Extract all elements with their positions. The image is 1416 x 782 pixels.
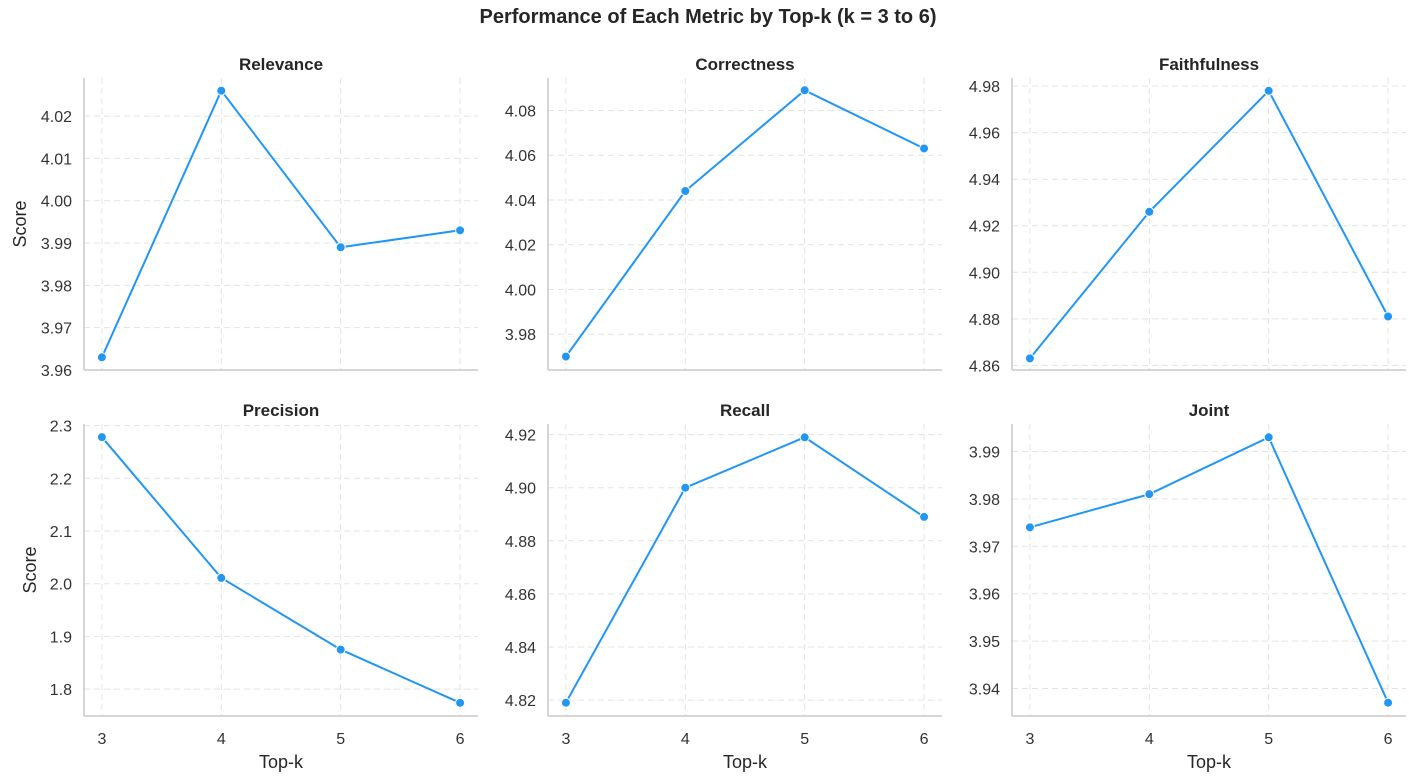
y-tick-label: 4.90 xyxy=(969,265,1000,282)
y-tick-label: 1.9 xyxy=(50,629,72,646)
y-tick-label: 4.86 xyxy=(969,358,1000,375)
y-tick-label: 4.92 xyxy=(505,428,536,445)
y-tick-label: 2.3 xyxy=(50,419,72,436)
series-line xyxy=(1029,89,1389,360)
x-axis-label: Top-k xyxy=(259,752,304,772)
x-tick-label: 6 xyxy=(456,731,465,748)
data-point xyxy=(96,432,107,443)
data-point xyxy=(1144,489,1155,500)
data-point xyxy=(1024,353,1035,364)
panel-title: Joint xyxy=(1189,401,1230,420)
data-point xyxy=(799,432,810,443)
data-point xyxy=(1263,432,1274,443)
x-tick-label: 4 xyxy=(1145,731,1154,748)
y-tick-label: 3.96 xyxy=(969,587,1000,604)
data-point xyxy=(680,185,691,196)
panel-title: Recall xyxy=(720,401,770,420)
panel-faithfulness: 4.86 4.88 4.90 4.92 4.94 4.96 4.98 Faithfulness xyxy=(969,55,1406,375)
y-tick-label: 3.99 xyxy=(41,236,72,253)
y-tick-label: 4.88 xyxy=(505,534,536,551)
panel-title: Faithfulness xyxy=(1159,55,1259,74)
y-tick-label: 4.88 xyxy=(969,312,1000,329)
y-tick-label: 4.02 xyxy=(41,109,72,126)
data-point xyxy=(680,482,691,493)
y-tick-label: 4.08 xyxy=(505,103,536,120)
data-point xyxy=(1144,206,1155,217)
x-tick-label: 4 xyxy=(681,731,690,748)
panel-relevance: 3.96 3.97 3.98 3.99 4.00 4.01 4.02 Relevance Sco… xyxy=(10,55,478,380)
y-tick-label: 3.96 xyxy=(41,363,72,380)
y-tick-label: 4.92 xyxy=(969,219,1000,236)
y-tick-label: 4.82 xyxy=(505,693,536,710)
x-axis-label: Top-k xyxy=(723,752,768,772)
y-tick-label: 4.90 xyxy=(505,481,536,498)
panel-title: Relevance xyxy=(239,55,323,74)
x-axis-label: Top-k xyxy=(1187,752,1232,772)
data-point xyxy=(1383,697,1394,708)
panel-recall: 4.82 4.84 4.86 4.88 4.90 4.92 3 4 5 6 Recall Top-k xyxy=(505,401,942,772)
y-tick-label: 4.86 xyxy=(505,587,536,604)
series-line xyxy=(565,89,925,358)
y-tick-label: 2.1 xyxy=(50,524,72,541)
x-tick-label: 3 xyxy=(97,731,106,748)
y-tick-label: 2.0 xyxy=(50,577,72,594)
y-tick-label: 4.06 xyxy=(505,148,536,165)
y-axis-label: Score xyxy=(10,200,30,247)
data-point xyxy=(799,85,810,96)
y-tick-label: 4.94 xyxy=(969,172,1000,189)
data-point xyxy=(335,644,346,655)
panel-title: Correctness xyxy=(695,55,794,74)
x-tick-label: 5 xyxy=(336,731,345,748)
y-tick-label: 4.01 xyxy=(41,151,72,168)
y-tick-label: 4.00 xyxy=(505,282,536,299)
y-tick-label: 4.96 xyxy=(969,126,1000,143)
y-tick-label: 3.98 xyxy=(41,278,72,295)
data-point xyxy=(1263,85,1274,96)
x-tick-label: 5 xyxy=(800,731,809,748)
y-tick-label: 3.99 xyxy=(969,444,1000,461)
data-point xyxy=(455,697,466,708)
x-tick-label: 4 xyxy=(217,731,226,748)
x-tick-label: 5 xyxy=(1264,731,1273,748)
figure-title: Performance of Each Metric by Top-k (k =… xyxy=(479,6,937,28)
y-tick-label: 3.98 xyxy=(505,327,536,344)
data-point xyxy=(1383,311,1394,322)
data-point xyxy=(919,143,930,154)
y-tick-label: 3.95 xyxy=(969,634,1000,651)
data-point xyxy=(216,85,227,96)
data-point xyxy=(335,242,346,253)
y-tick-label: 3.98 xyxy=(969,492,1000,509)
data-point xyxy=(96,352,107,363)
y-tick-label: 1.8 xyxy=(50,682,72,699)
data-point xyxy=(455,225,466,236)
data-point xyxy=(919,511,930,522)
panel-title: Precision xyxy=(243,401,320,420)
y-tick-label: 4.00 xyxy=(41,194,72,211)
panel-joint: 3.94 3.95 3.96 3.97 3.98 3.99 3 4 5 6 Joint Top-k xyxy=(969,401,1406,772)
x-tick-label: 6 xyxy=(1384,731,1393,748)
data-point xyxy=(216,572,227,583)
panel-correctness: 3.98 4.00 4.02 4.04 4.06 4.08 Correctness xyxy=(505,55,942,371)
y-tick-label: 2.2 xyxy=(50,471,72,488)
series-line xyxy=(565,436,925,704)
y-tick-label: 4.02 xyxy=(505,238,536,255)
series-line xyxy=(100,88,461,358)
data-point xyxy=(1024,522,1035,533)
y-tick-label: 3.97 xyxy=(969,539,1000,556)
y-tick-label: 4.98 xyxy=(969,79,1000,96)
series-line xyxy=(101,436,461,704)
y-axis-label: Score xyxy=(20,546,40,593)
panel-precision: 1.8 1.9 2.0 2.1 2.2 2.3 3 4 5 6 Precision Top-k Scor… xyxy=(20,401,478,772)
x-tick-label: 3 xyxy=(1025,731,1034,748)
y-tick-label: 3.97 xyxy=(41,321,72,338)
x-tick-label: 6 xyxy=(920,731,929,748)
y-tick-label: 3.94 xyxy=(969,682,1000,699)
data-point xyxy=(560,697,571,708)
y-tick-label: 4.84 xyxy=(505,640,536,657)
series-line xyxy=(1029,435,1390,704)
data-point xyxy=(560,351,571,362)
x-tick-label: 3 xyxy=(561,731,570,748)
y-tick-label: 4.04 xyxy=(505,193,536,210)
